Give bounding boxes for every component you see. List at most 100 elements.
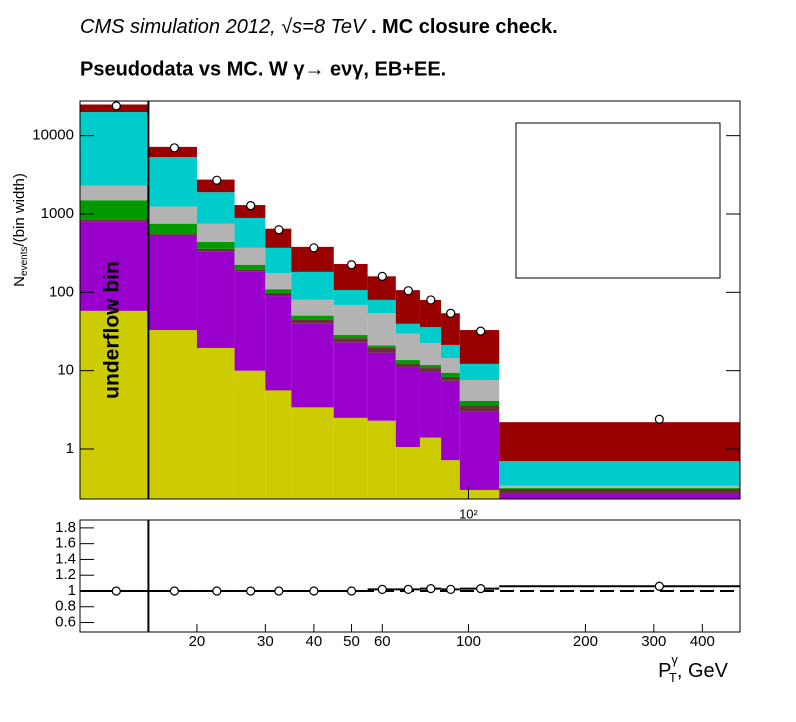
stack-segment [419,368,442,373]
y-tick-label: 10000 [32,127,74,144]
stack-segment [459,363,500,381]
title-suffix: . MC closure check. [365,16,557,38]
stack-segment [265,292,292,297]
x-tick-label: 20 [189,633,206,650]
stack-segment [499,461,740,486]
stack-segment [459,405,500,412]
top-frame [79,100,741,500]
stack-segment [419,327,442,344]
stack-segment [80,219,149,222]
y-label-main: N [11,276,28,287]
stack-segment [234,269,266,272]
data-point [654,414,664,424]
legend-box [515,122,721,279]
x-tick-label: 400 [690,633,715,650]
data-point [377,271,387,281]
x-label-sub: T [669,670,677,685]
stack-segment [196,179,235,193]
ratio-point [446,584,456,595]
stack-segment [265,247,292,273]
stack-segment [80,200,149,220]
stack-segment [459,380,500,401]
y-tick-label: 1000 [41,205,74,222]
stack-segment [459,330,500,364]
y-axis-label: Nevents/(bin width) [11,173,30,287]
x-tick-label: 200 [573,633,598,650]
stack-segment [234,205,266,218]
stack-segment [459,400,500,406]
stack-segment [148,236,197,331]
stack-segment [441,372,460,377]
stack-segment [499,485,740,488]
x-tick-label: 300 [641,633,666,650]
data-point [346,260,357,270]
stack-segment [148,234,197,237]
chart-title: CMS simulation 2012, √s=8 TeV . MC closu… [80,16,558,38]
stack-segment [148,156,197,207]
stack-segment [80,112,149,186]
stack-segment [291,299,334,316]
stack-segment [367,352,396,421]
data-point [309,243,319,253]
stack-segment [395,367,420,448]
stack-segment [333,338,368,343]
bottom-frame [79,519,741,633]
ratio-point [212,586,222,596]
stack-segment [333,290,368,305]
y-label-sub: events [19,247,30,276]
stack-segment [441,344,460,358]
stack-segment [441,313,460,345]
ratio-area [80,581,740,596]
stack-segment [234,264,266,270]
stack-segment [80,221,149,311]
stack-segment [395,323,420,334]
stack-segment [367,347,396,353]
y-tick-label: 1.4 [55,550,76,567]
stack-segment [234,271,266,371]
stack-segment [419,365,442,369]
data-point [426,295,436,305]
stack-segment [265,272,292,290]
x-label-rest: , GeV [677,660,729,682]
y-tick-label: 100 [49,283,74,300]
x-tick-label: 60 [374,633,391,650]
x-tick-label: 50 [343,633,360,650]
ratio-point [246,586,256,596]
stack-segment [499,488,740,494]
stack-segment [234,217,266,248]
data-point [476,326,486,336]
stack-segment [395,447,420,499]
stack-segment [367,276,396,300]
y-tick-label: 10 [57,362,74,379]
ratio-point [476,584,486,594]
stack-segment [499,493,740,499]
x-axis-label: Pγ T, GeV [658,652,729,685]
stack-segment [333,335,368,339]
stack-segment [196,251,235,348]
y-tick-label: 1.8 [55,519,76,536]
stack-segment [333,342,368,418]
data-point [403,286,413,296]
stack-segment [459,411,500,490]
stack-segment [441,380,460,461]
stack-segment [234,370,266,499]
stack-segment [419,372,442,438]
x-label-sup: γ [671,652,678,667]
ratio-point [169,586,180,596]
stack-segment [367,345,396,348]
x-tick-label: 100 [456,633,481,650]
ratio-point [309,586,319,596]
stack-segment [148,206,197,224]
stack-segment [367,313,396,346]
x-tick-label: 40 [306,633,323,650]
ratio-point [654,581,664,591]
stack-segment [441,460,460,499]
stack-segment [333,417,368,499]
stack-segment [265,228,292,248]
stack-segment [265,390,292,499]
stack-segment [367,299,396,314]
y-tick-label: 0.6 [55,614,76,631]
ratio-point [426,584,436,594]
stack-segment [80,310,149,499]
stack-segment [459,489,500,499]
